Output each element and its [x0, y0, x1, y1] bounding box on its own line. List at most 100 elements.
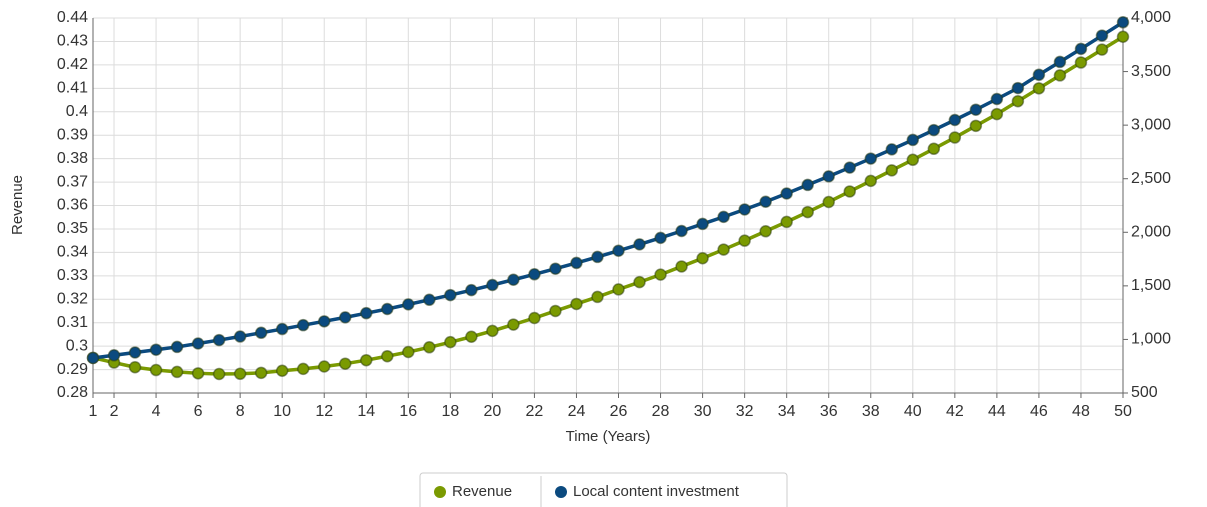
legend-label[interactable]: Revenue — [452, 483, 512, 500]
point — [1116, 30, 1130, 43]
y-tick-label: 0.44 — [57, 9, 88, 26]
point — [338, 357, 352, 370]
point — [1116, 16, 1130, 29]
point — [1095, 43, 1109, 56]
point — [486, 278, 499, 292]
point — [233, 367, 247, 381]
point — [86, 351, 100, 365]
legend-marker[interactable] — [434, 486, 446, 498]
x-tick-label: 38 — [862, 403, 880, 420]
point — [212, 367, 226, 381]
point — [507, 273, 520, 286]
point — [675, 224, 688, 238]
point — [423, 293, 436, 307]
point — [612, 244, 625, 257]
point — [275, 322, 289, 336]
point — [654, 231, 667, 245]
point — [948, 113, 962, 127]
x-tick-label: 42 — [946, 403, 964, 420]
point — [885, 164, 899, 177]
y-tick-label: 0.32 — [57, 290, 88, 307]
x-tick-label: 40 — [904, 403, 922, 420]
point — [254, 366, 268, 380]
y-tick-label: 0.4 — [66, 103, 88, 120]
point — [360, 306, 373, 320]
point — [801, 178, 814, 192]
y-tick-label: 0.41 — [57, 80, 88, 97]
point — [969, 119, 983, 133]
point — [465, 330, 478, 343]
point — [549, 304, 562, 318]
point — [360, 353, 373, 367]
point — [696, 217, 709, 231]
point — [444, 335, 457, 349]
point — [170, 340, 184, 354]
point — [717, 210, 730, 224]
x-tick-label: 12 — [315, 403, 333, 420]
point — [381, 302, 394, 316]
x-tick-label: 36 — [820, 403, 838, 420]
point — [275, 364, 289, 377]
y-axis-title: Revenue — [9, 175, 26, 235]
point — [864, 174, 878, 188]
point — [969, 103, 983, 116]
point — [612, 283, 625, 296]
point — [591, 250, 604, 264]
x-tick-label: 34 — [778, 403, 796, 420]
point — [633, 275, 646, 289]
x-tick-label: 6 — [194, 403, 203, 420]
point — [465, 283, 478, 297]
point — [696, 251, 709, 265]
point — [233, 330, 247, 343]
x-tick-label: 20 — [483, 403, 501, 420]
point — [107, 349, 121, 362]
point — [191, 337, 205, 350]
x-tick-label: 26 — [610, 403, 628, 420]
point — [191, 367, 205, 380]
point — [822, 170, 835, 183]
point — [444, 288, 457, 302]
point — [906, 133, 920, 147]
x-tick-label: 8 — [236, 403, 245, 420]
point — [1011, 81, 1025, 95]
point — [338, 311, 352, 324]
point — [149, 343, 163, 356]
x-tick-label: 10 — [273, 403, 291, 420]
point — [317, 360, 331, 373]
point — [990, 107, 1004, 121]
point — [1032, 68, 1046, 82]
point — [801, 205, 814, 219]
point — [738, 203, 751, 216]
point — [1074, 56, 1088, 69]
y2-tick-label: 2,500 — [1131, 170, 1171, 187]
point — [822, 195, 835, 209]
x-tick-label: 4 — [152, 403, 161, 420]
point — [1011, 94, 1025, 108]
point — [885, 143, 899, 156]
y-tick-label: 0.33 — [57, 267, 88, 284]
point — [549, 262, 562, 275]
y2-tick-label: 1,500 — [1131, 277, 1171, 294]
point — [128, 360, 142, 374]
legend-label[interactable]: Local content investment — [573, 483, 740, 500]
y-tick-label: 0.43 — [57, 33, 88, 50]
y2-tick-label: 500 — [1131, 384, 1158, 401]
x-tick-label: 18 — [441, 403, 459, 420]
legend-marker[interactable] — [555, 486, 567, 498]
point — [927, 123, 941, 137]
point — [402, 298, 415, 311]
y-tick-label: 0.37 — [57, 173, 88, 190]
point — [528, 268, 541, 281]
x-tick-label: 28 — [652, 403, 670, 420]
point — [170, 365, 184, 379]
point — [759, 225, 772, 238]
point — [423, 341, 436, 354]
point — [654, 268, 667, 281]
y-tick-label: 0.39 — [57, 126, 88, 143]
x-tick-label: 46 — [1030, 403, 1048, 420]
point — [843, 161, 856, 174]
y2-tick-label: 3,500 — [1131, 63, 1171, 80]
series-line — [92, 20, 1124, 360]
point — [864, 152, 878, 165]
y-tick-label: 0.36 — [57, 197, 88, 214]
